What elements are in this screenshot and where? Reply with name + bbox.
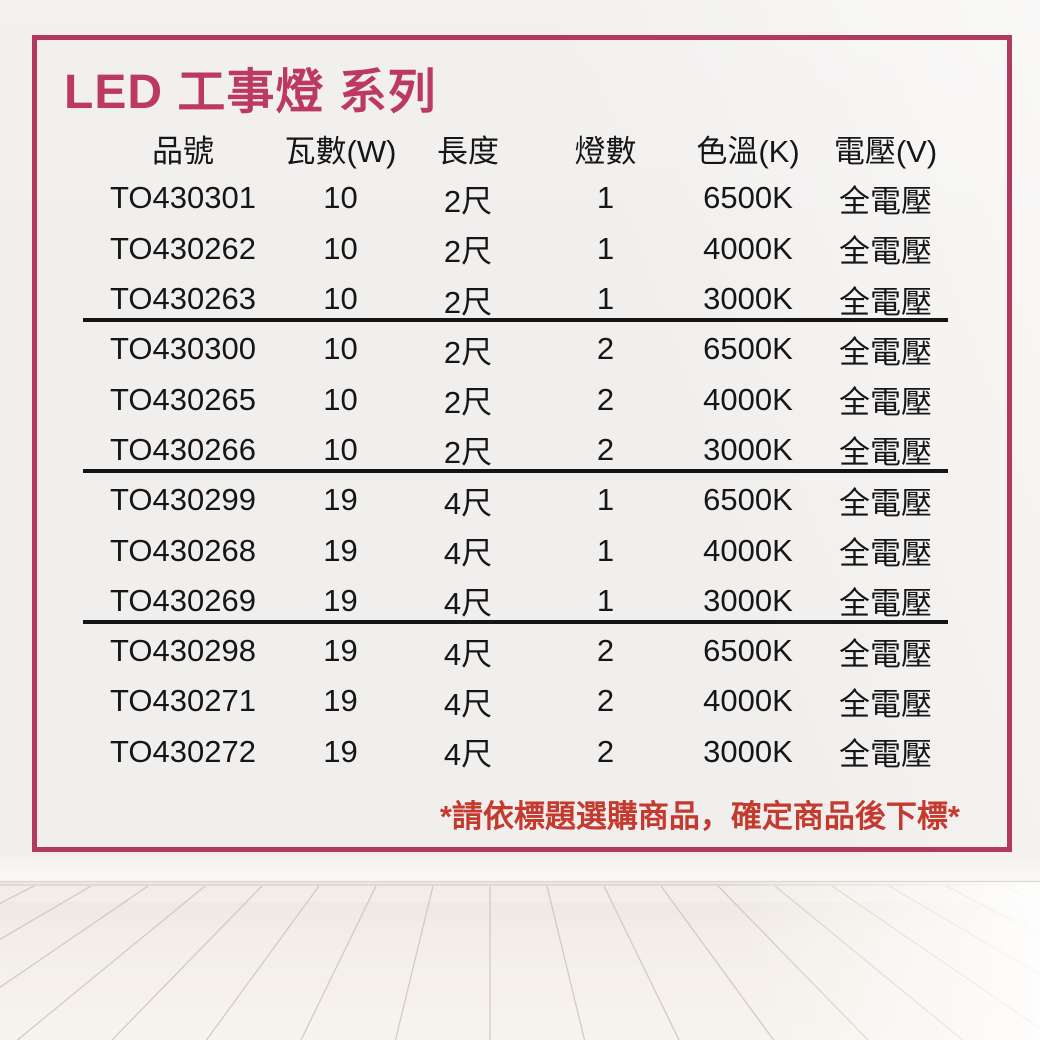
column-header-item-no: 品號 [152, 133, 214, 169]
cell-item-no: TO430298 [110, 633, 256, 669]
cell-color-temp: 4000K [703, 230, 793, 266]
cell-color-temp: 6500K [703, 633, 793, 669]
cell-color-temp: 6500K [703, 331, 793, 367]
window-light-patch [530, 882, 1040, 1040]
cell-length: 2尺 [443, 435, 493, 471]
cell-item-no: TO430262 [110, 230, 256, 266]
cell-item-no: TO430265 [110, 381, 256, 417]
cell-lamps: 1 [596, 482, 615, 518]
cell-voltage: 全電壓 [839, 536, 932, 572]
cell-lamps: 2 [596, 431, 615, 467]
column-header-length: 長度 [437, 133, 499, 169]
cell-item-no: TO430299 [110, 482, 256, 518]
cell-item-no: TO430263 [110, 281, 256, 317]
group-divider [83, 620, 948, 624]
cell-wattage: 10 [323, 180, 358, 216]
cell-wattage: 10 [323, 230, 358, 266]
cell-voltage: 全電壓 [839, 636, 932, 672]
cell-voltage: 全電壓 [839, 435, 932, 471]
cell-lamps: 1 [596, 230, 615, 266]
cell-length: 4尺 [443, 536, 493, 572]
cell-lamps: 1 [596, 582, 615, 618]
column-header-color-temp: 色溫(K) [696, 133, 800, 169]
column-header-voltage: 電壓(V) [833, 133, 938, 169]
cell-length: 2尺 [443, 234, 493, 270]
cell-voltage: 全電壓 [839, 183, 932, 219]
cell-lamps: 2 [596, 633, 615, 669]
cell-length: 4尺 [443, 737, 493, 773]
cell-length: 2尺 [443, 385, 493, 421]
page-title: LED 工事燈 系列 [64, 66, 437, 119]
cell-lamps: 2 [596, 331, 615, 367]
cell-color-temp: 3000K [703, 431, 793, 467]
cell-wattage: 19 [323, 482, 358, 518]
cell-lamps: 1 [596, 532, 615, 568]
cell-lamps: 2 [596, 733, 615, 769]
cell-length: 4尺 [443, 485, 493, 521]
cell-length: 4尺 [443, 586, 493, 622]
group-divider [83, 318, 948, 322]
cell-item-no: TO430272 [110, 733, 256, 769]
cell-lamps: 2 [596, 381, 615, 417]
cell-lamps: 1 [596, 180, 615, 216]
cell-voltage: 全電壓 [839, 586, 932, 622]
cell-wattage: 19 [323, 532, 358, 568]
cell-item-no: TO430269 [110, 582, 256, 618]
cell-length: 4尺 [443, 686, 493, 722]
product-frame-border [32, 35, 1012, 852]
cell-length: 4尺 [443, 636, 493, 672]
cell-wattage: 10 [323, 331, 358, 367]
column-header-lamps: 燈數 [574, 133, 637, 169]
cell-lamps: 2 [596, 683, 615, 719]
spec-table: 品號 瓦數(W) 長度 燈數 色溫(K) 電壓(V) TO430301 10 2… [83, 123, 948, 777]
cell-item-no: TO430266 [110, 431, 256, 467]
cell-length: 2尺 [443, 183, 493, 219]
baseboard [0, 856, 1040, 883]
cell-voltage: 全電壓 [839, 234, 932, 270]
cell-length: 2尺 [443, 284, 493, 320]
cell-color-temp: 6500K [703, 482, 793, 518]
cell-color-temp: 4000K [703, 683, 793, 719]
cell-voltage: 全電壓 [839, 686, 932, 722]
cell-color-temp: 3000K [703, 582, 793, 618]
cell-color-temp: 6500K [703, 180, 793, 216]
cell-voltage: 全電壓 [839, 334, 932, 370]
cell-item-no: TO430301 [110, 180, 256, 216]
cell-item-no: TO430268 [110, 532, 256, 568]
cell-wattage: 10 [323, 381, 358, 417]
cell-wattage: 19 [323, 633, 358, 669]
cell-wattage: 19 [323, 683, 358, 719]
purchase-note: *請依標題選購商品，確定商品後下標* [439, 799, 960, 834]
cell-color-temp: 4000K [703, 381, 793, 417]
column-header-wattage: 瓦數(W) [284, 133, 397, 169]
cell-color-temp: 4000K [703, 532, 793, 568]
cell-wattage: 19 [323, 733, 358, 769]
cell-voltage: 全電壓 [839, 485, 932, 521]
cell-color-temp: 3000K [703, 733, 793, 769]
cell-item-no: TO430271 [110, 683, 256, 719]
cell-length: 2尺 [443, 334, 493, 370]
cell-lamps: 1 [596, 281, 615, 317]
cell-wattage: 10 [323, 281, 358, 317]
cell-voltage: 全電壓 [839, 284, 932, 320]
wood-floor [0, 881, 1040, 1040]
cell-voltage: 全電壓 [839, 385, 932, 421]
cell-wattage: 19 [323, 582, 358, 618]
cell-color-temp: 3000K [703, 281, 793, 317]
group-divider [83, 469, 948, 473]
cell-wattage: 10 [323, 431, 358, 467]
cell-voltage: 全電壓 [839, 737, 932, 773]
cell-item-no: TO430300 [110, 331, 256, 367]
